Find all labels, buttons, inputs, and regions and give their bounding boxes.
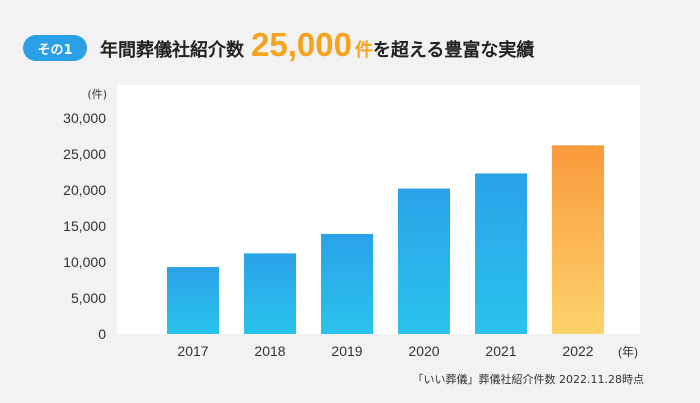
y-axis-unit-label: (件) xyxy=(87,88,107,101)
x-tick-label: 2019 xyxy=(331,343,362,359)
x-tick-label: 2021 xyxy=(485,343,516,359)
x-tick-label: 2022 xyxy=(562,343,593,359)
bar xyxy=(475,173,527,334)
bar-highlight xyxy=(552,145,604,334)
bar xyxy=(321,233,373,334)
y-tick-label: 10,000 xyxy=(63,254,106,270)
x-tick-label: 2017 xyxy=(177,343,208,359)
title-suffix: を超える豊富な実績 xyxy=(372,40,535,61)
bar xyxy=(244,253,296,334)
x-axis-unit-label: (年) xyxy=(618,345,638,359)
y-tick-label: 0 xyxy=(98,326,106,342)
y-tick-label: 25,000 xyxy=(63,146,106,162)
page-title: 年間葬儀社紹介数 25,000 件 を超える豊富な実績 xyxy=(100,26,534,64)
y-tick-label: 5,000 xyxy=(71,290,106,306)
y-tick-label: 15,000 xyxy=(63,218,106,234)
x-tick-label: 2018 xyxy=(254,343,285,359)
bar xyxy=(167,267,219,334)
y-tick-label: 30,000 xyxy=(63,110,106,126)
y-tick-label: 20,000 xyxy=(63,182,106,198)
title-highlight-number: 25,000 xyxy=(251,26,352,63)
title-highlight-unit: 件 xyxy=(354,40,373,61)
source-note: 「いい葬儀」葬儀社紹介件数 2022.11.28時点 xyxy=(412,373,644,386)
title-prefix: 年間葬儀社紹介数 xyxy=(100,40,244,61)
x-tick-label: 2020 xyxy=(408,343,439,359)
section-badge: その1 xyxy=(23,35,87,61)
bar xyxy=(398,188,450,334)
